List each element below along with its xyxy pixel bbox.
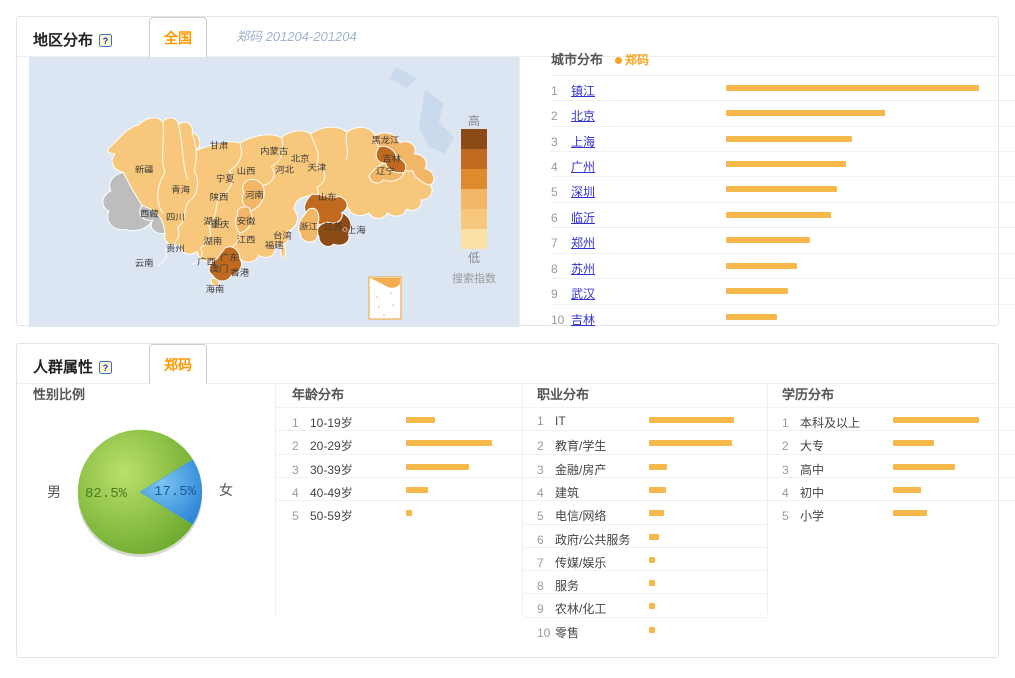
svg-text:上海: 上海: [347, 225, 366, 235]
svg-text:海南: 海南: [206, 284, 225, 294]
svg-text:山东: 山东: [318, 192, 337, 202]
svg-text:广东: 广东: [220, 252, 239, 262]
svg-text:江苏: 江苏: [324, 221, 343, 231]
svg-text:17.5%: 17.5%: [154, 484, 197, 500]
svg-text:福建: 福建: [265, 239, 284, 249]
svg-text:青海: 青海: [171, 184, 190, 194]
svg-text:西藏: 西藏: [140, 208, 159, 218]
svg-text:宁夏: 宁夏: [216, 173, 235, 183]
svg-text:新疆: 新疆: [135, 164, 154, 174]
svg-text:天津: 天津: [307, 163, 326, 172]
svg-text:黑龙江: 黑龙江: [371, 135, 399, 145]
svg-text:82.5%: 82.5%: [85, 486, 128, 502]
svg-text:北京: 北京: [291, 153, 310, 163]
svg-text:江西: 江西: [237, 235, 256, 244]
svg-text:男: 男: [47, 484, 61, 500]
svg-text:安徽: 安徽: [237, 215, 256, 225]
svg-text:河北: 河北: [275, 164, 294, 174]
svg-text:云南: 云南: [135, 258, 154, 268]
svg-text:?: ?: [103, 363, 109, 373]
svg-text:浙江: 浙江: [299, 221, 318, 231]
svg-text:吉林: 吉林: [382, 153, 401, 163]
svg-text:河南: 河南: [245, 190, 264, 200]
svg-text:陕西: 陕西: [210, 192, 229, 202]
svg-text:甘肃: 甘肃: [210, 140, 229, 150]
svg-text:台湾: 台湾: [273, 230, 292, 240]
svg-text:内蒙古: 内蒙古: [260, 146, 288, 156]
svg-text:澳门: 澳门: [210, 263, 229, 273]
svg-text:女: 女: [219, 482, 233, 498]
svg-text:贵州: 贵州: [166, 243, 185, 253]
svg-text:?: ?: [103, 36, 109, 46]
svg-text:辽宁: 辽宁: [376, 166, 395, 176]
svg-text:山西: 山西: [237, 167, 256, 176]
svg-text:湖南: 湖南: [203, 236, 222, 246]
svg-text:重庆: 重庆: [211, 219, 230, 229]
svg-text:四川: 四川: [166, 213, 185, 222]
svg-text:香港: 香港: [231, 267, 250, 277]
